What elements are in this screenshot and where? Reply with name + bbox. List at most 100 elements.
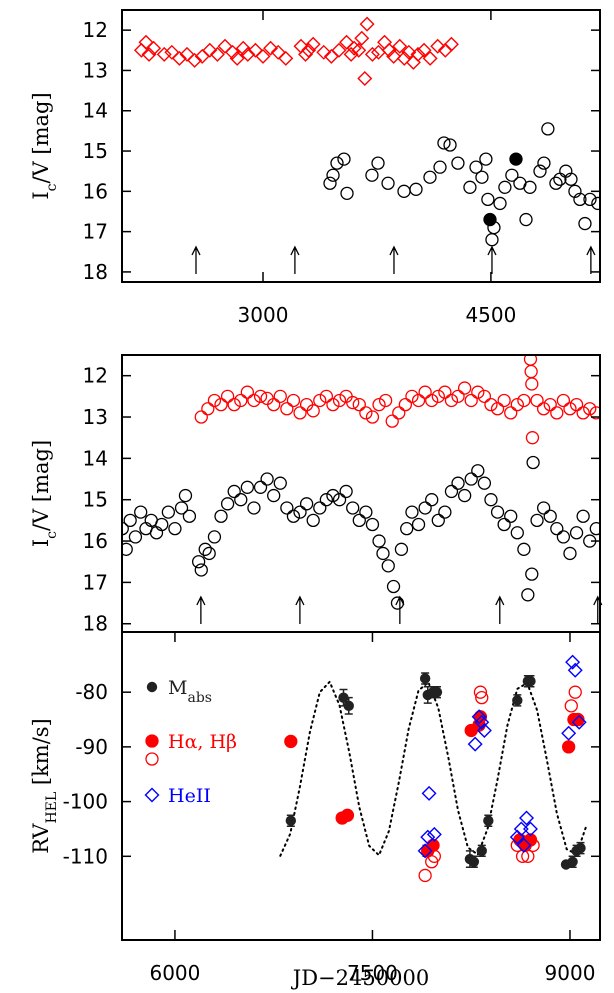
circle-marker (240, 480, 255, 494)
legend-name: Hα, Hβ (168, 731, 237, 753)
circle-marker (330, 156, 344, 170)
circle-marker (521, 849, 535, 863)
y-label-sub: c (44, 183, 60, 191)
circle-marker (475, 690, 489, 705)
circle-marker (247, 501, 261, 515)
circle-marker (423, 170, 437, 184)
circle-marker (523, 180, 537, 194)
circle-marker (433, 160, 447, 174)
point-marker (343, 700, 354, 712)
circle-marker (549, 176, 563, 190)
circle-marker (536, 501, 551, 515)
diamond-marker (225, 44, 241, 60)
y-tick-label: 18 (83, 612, 108, 636)
circle-marker (591, 196, 600, 211)
circle-marker (267, 488, 281, 503)
circle-marker (214, 397, 228, 412)
diamond-marker (240, 46, 256, 62)
circle-marker (339, 484, 353, 499)
circle-marker (583, 192, 597, 207)
circle-marker (526, 838, 540, 853)
circle-marker (161, 505, 176, 519)
circle-marker (477, 476, 492, 490)
diamond-marker (476, 722, 492, 738)
plot-frame (121, 631, 601, 941)
y-tick-label: 16 (83, 529, 108, 553)
diamond-marker (421, 785, 437, 801)
y-tick-label: 14 (83, 446, 108, 470)
y-tick-label: 13 (83, 405, 108, 429)
legend-name: HeII (168, 785, 211, 807)
circle-marker (418, 868, 432, 883)
circle-marker (372, 534, 386, 548)
circle-marker (556, 530, 571, 544)
circle-marker (550, 406, 564, 420)
circle-marker (497, 393, 511, 408)
diamond-marker (471, 709, 487, 725)
diamond-marker (187, 52, 203, 68)
x-tick-label: 4500 (465, 303, 516, 327)
circle-marker (227, 484, 241, 499)
diamond-marker (146, 40, 162, 56)
diamond-marker (410, 46, 426, 62)
circle-marker (273, 389, 287, 403)
circle-marker (556, 393, 571, 408)
legend-label: Hα, Hβ (168, 731, 237, 753)
circle-marker (337, 152, 351, 166)
circle-marker (240, 385, 255, 399)
diamond-marker (416, 42, 432, 58)
y-tick-label: -110 (63, 844, 108, 868)
circle-marker (525, 567, 539, 581)
circle-marker (510, 838, 524, 853)
circle-marker (484, 397, 498, 412)
diamond-marker (571, 714, 587, 730)
y-tick-label: 18 (83, 260, 108, 284)
circle-marker (490, 402, 505, 416)
circle-marker (365, 517, 380, 532)
circle-marker (568, 685, 582, 699)
circle-marker (576, 509, 590, 523)
diamond-marker (467, 736, 483, 752)
circle-marker (202, 546, 216, 561)
y-tick-label: 16 (83, 179, 108, 203)
diamond-marker (209, 46, 225, 62)
circle-marker (583, 402, 597, 416)
circle-marker (168, 521, 182, 536)
circle-marker (444, 393, 459, 408)
legend-label: Mabs (168, 677, 212, 706)
circle-marker (533, 164, 547, 178)
circle-marker (505, 168, 519, 182)
circle-marker (191, 555, 206, 569)
point-marker (285, 815, 297, 826)
circle-marker (398, 397, 413, 412)
circle-marker (155, 517, 169, 532)
diamond-marker (386, 48, 402, 64)
circle-marker (267, 397, 281, 412)
circle-marker (578, 216, 592, 231)
circle-marker (564, 699, 578, 713)
diamond-marker (235, 40, 251, 56)
circle-marker (481, 192, 495, 207)
circle-marker (530, 513, 544, 528)
circle-marker (493, 196, 507, 211)
circle-marker (280, 501, 294, 515)
circle-marker (319, 389, 334, 403)
circle-marker (457, 488, 472, 503)
circle-marker (431, 389, 445, 403)
circle-marker (194, 410, 208, 424)
circle-marker (352, 397, 366, 412)
diamond-marker (343, 46, 359, 62)
circle-marker (525, 431, 540, 445)
circle-marker (519, 212, 533, 227)
diamond-marker (301, 42, 317, 58)
circle-marker (149, 526, 164, 540)
circle-marker (438, 505, 452, 519)
circle-marker (411, 517, 426, 532)
circle-marker (392, 406, 406, 420)
diamond-marker (351, 42, 367, 58)
diamond-marker (305, 36, 321, 52)
diamond-marker (298, 46, 314, 62)
circle-marker (122, 542, 133, 556)
circle-marker (293, 406, 307, 420)
diamond-marker (164, 44, 180, 60)
